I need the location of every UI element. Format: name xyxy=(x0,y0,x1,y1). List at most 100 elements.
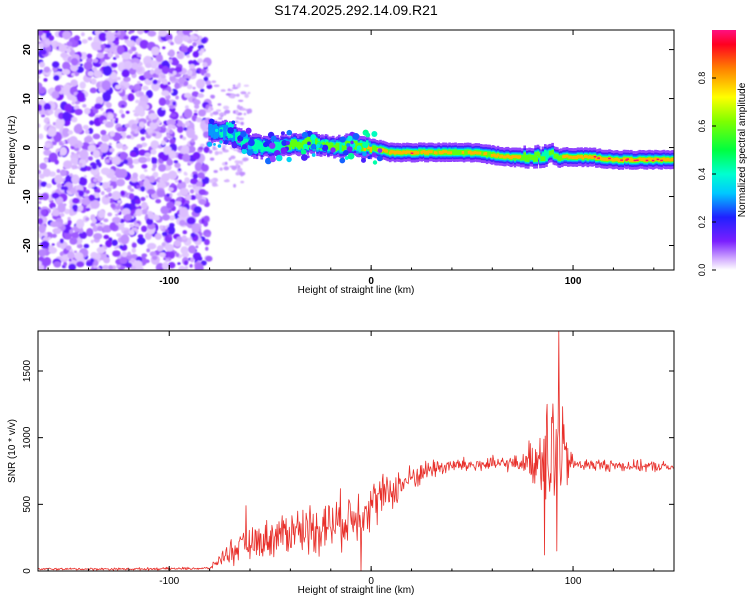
ridge-blob xyxy=(321,144,329,151)
noise-blob xyxy=(162,262,169,270)
noise-blob xyxy=(165,182,170,186)
noise-blob xyxy=(170,183,175,187)
noise-blob xyxy=(168,262,176,269)
noise-blob xyxy=(115,84,121,90)
noise-blob xyxy=(65,47,72,53)
noise-blob xyxy=(102,119,108,124)
ridge-blob xyxy=(311,153,316,157)
noise-blob xyxy=(176,197,182,202)
ridge-blob xyxy=(215,128,219,133)
noise-blob xyxy=(92,108,99,114)
noise-blob xyxy=(114,246,118,250)
ridge-blob xyxy=(372,160,378,165)
noise-blob xyxy=(159,73,164,78)
noise-blob xyxy=(131,242,137,248)
noise-blob xyxy=(139,39,149,49)
noise-blob xyxy=(52,227,62,235)
noise-blob xyxy=(48,152,58,163)
noise-blob xyxy=(62,111,71,121)
noise-blob xyxy=(60,169,67,177)
noise-blob xyxy=(163,146,172,154)
ridge-blob xyxy=(300,149,307,155)
noise-blob xyxy=(115,142,124,149)
noise-blob xyxy=(240,121,244,126)
noise-blob xyxy=(97,225,103,232)
noise-blob xyxy=(127,251,131,256)
noise-blob xyxy=(182,230,188,235)
noise-blob xyxy=(169,135,173,139)
ridge-blob xyxy=(339,136,346,143)
ridge-blob xyxy=(231,142,238,149)
noise-blob xyxy=(187,145,196,153)
noise-blob xyxy=(48,35,55,41)
noise-blob xyxy=(116,264,121,268)
noise-blob xyxy=(131,62,139,70)
x-tick-label: 100 xyxy=(565,276,582,287)
noise-blob xyxy=(119,109,124,114)
noise-blob xyxy=(166,119,176,126)
noise-blob xyxy=(88,156,93,161)
noise-blob xyxy=(146,157,151,162)
noise-blob xyxy=(236,167,243,173)
noise-blob xyxy=(101,61,108,67)
noise-blob xyxy=(81,197,91,206)
noise-blob xyxy=(151,46,160,56)
noise-blob xyxy=(103,257,110,264)
noise-blob xyxy=(115,54,120,59)
noise-blob xyxy=(168,170,178,180)
noise-blob xyxy=(162,214,170,221)
noise-blob xyxy=(96,246,106,254)
noise-blob xyxy=(39,61,45,68)
ridge-cell xyxy=(381,148,385,152)
noise-blob xyxy=(206,84,213,90)
noise-blob xyxy=(79,63,83,67)
ridge-cell xyxy=(430,150,433,154)
noise-blob xyxy=(190,232,196,238)
ridge-cell xyxy=(435,151,438,155)
noise-blob xyxy=(70,187,77,194)
ridge-cell xyxy=(294,140,297,147)
noise-blob xyxy=(202,62,208,68)
noise-blob xyxy=(125,110,130,114)
noise-blob xyxy=(88,194,96,201)
noise-blob xyxy=(166,193,171,197)
noise-blob xyxy=(76,91,86,103)
noise-blob xyxy=(77,205,84,211)
noise-blob xyxy=(179,115,184,119)
noise-blob xyxy=(38,224,46,234)
noise-blob xyxy=(121,104,125,108)
noise-blob xyxy=(103,218,109,223)
ridge-cell xyxy=(656,158,660,161)
noise-blob xyxy=(38,186,41,190)
noise-blob xyxy=(223,105,230,110)
y-tick-label: 1500 xyxy=(22,359,33,382)
noise-blob xyxy=(197,58,203,64)
noise-blob xyxy=(161,107,165,111)
noise-blob xyxy=(198,189,207,196)
ridge-blob xyxy=(217,144,222,148)
noise-blob xyxy=(93,265,97,269)
noise-blob xyxy=(38,218,44,225)
noise-blob xyxy=(83,175,87,178)
noise-blob xyxy=(105,31,115,42)
noise-blob xyxy=(195,193,203,200)
noise-blob xyxy=(96,267,101,270)
noise-blob xyxy=(166,159,174,166)
noise-blob xyxy=(198,109,207,117)
noise-blob xyxy=(53,74,60,81)
noise-blob xyxy=(177,125,184,133)
colorbar-tick-label: 0.0 xyxy=(697,264,707,277)
noise-blob xyxy=(68,263,76,270)
noise-blob xyxy=(70,79,78,87)
noise-blob xyxy=(82,104,87,108)
ridge-cell xyxy=(540,156,543,162)
colorbar-tick-label: 0.4 xyxy=(697,168,707,181)
noise-blob xyxy=(62,186,69,191)
noise-blob xyxy=(144,132,148,135)
noise-blob xyxy=(192,42,197,47)
noise-blob xyxy=(95,159,100,164)
noise-blob xyxy=(216,109,221,112)
noise-blob xyxy=(72,197,80,204)
noise-blob xyxy=(51,243,55,246)
spectrogram-frame xyxy=(37,29,675,271)
